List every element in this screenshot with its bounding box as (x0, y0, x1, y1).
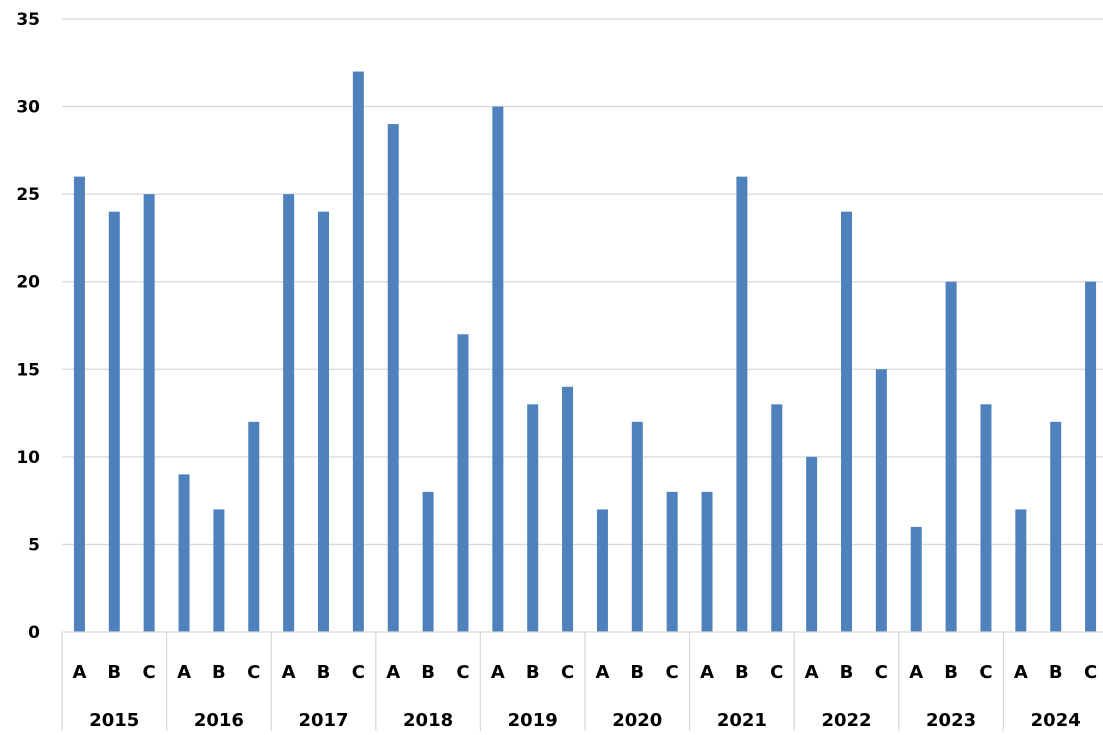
bar-2020-C (666, 491, 678, 632)
x-category-label: C (352, 662, 365, 683)
x-category-label: A (595, 662, 609, 683)
x-category-label: C (979, 662, 992, 683)
bar-2022-C (875, 369, 887, 632)
y-tick-label: 35 (16, 10, 40, 30)
x-group-label: 2015 (89, 710, 139, 731)
y-tick-label: 15 (16, 360, 40, 380)
y-axis-tick-labels: 0 5 10 15 20 25 30 35 (16, 10, 40, 643)
bar-2015-A (73, 176, 85, 632)
bar-2021-C (771, 404, 783, 632)
bar-2023-A (910, 526, 922, 632)
y-tick-label: 10 (16, 448, 40, 468)
x-group-label: 2020 (612, 710, 662, 731)
x-category-label: B (630, 662, 644, 683)
gridlines (62, 18, 1103, 546)
x-category-label: C (561, 662, 574, 683)
x-category-label: A (282, 662, 296, 683)
bar-2021-A (701, 491, 713, 632)
x-group-label: 2024 (1031, 710, 1081, 731)
x-group-label: 2018 (403, 710, 453, 731)
x-category-label: C (1084, 662, 1097, 683)
x-category-label: B (212, 662, 226, 683)
x-category-label: A (700, 662, 714, 683)
x-category-label: C (875, 662, 888, 683)
x-category-label: A (491, 662, 505, 683)
x-category-label: A (909, 662, 923, 683)
x-category-label: C (456, 662, 469, 683)
x-category-label: B (526, 662, 540, 683)
x-group-label: 2016 (194, 710, 244, 731)
bar-2024-B (1050, 421, 1062, 632)
x-category-label: B (944, 662, 958, 683)
x-category-label: A (805, 662, 819, 683)
x-group-label: 2023 (926, 710, 976, 731)
y-tick-label: 20 (16, 273, 40, 293)
bar-2019-B (527, 404, 539, 632)
bar-2016-A (178, 474, 190, 632)
bars (73, 71, 1097, 633)
x-category-label: B (1049, 662, 1063, 683)
bar-2015-B (108, 211, 120, 632)
x-category-label: B (421, 662, 435, 683)
bar-2022-B (841, 211, 852, 632)
bar-2019-A (492, 106, 504, 633)
x-category-label: A (1014, 662, 1028, 683)
bar-2023-C (980, 404, 992, 632)
x-category-label: B (317, 662, 331, 683)
bar-2017-A (283, 194, 295, 632)
x-group-label: 2021 (717, 710, 767, 731)
x-group-label: 2022 (821, 710, 871, 731)
bar-2018-B (422, 491, 434, 632)
bar-2024-A (1015, 509, 1027, 632)
x-category-label: C (247, 662, 260, 683)
x-category-label: C (770, 662, 783, 683)
bar-2018-C (457, 334, 469, 632)
bar-2024-C (1085, 281, 1097, 632)
bar-2016-B (213, 509, 225, 632)
bar-2019-C (562, 386, 574, 632)
x-category-label: C (143, 662, 156, 683)
bar-2021-B (736, 176, 748, 632)
bar-2023-B (945, 281, 957, 632)
bar-2017-C (352, 71, 364, 633)
bar-2015-C (143, 194, 155, 632)
y-tick-label: 30 (16, 98, 40, 118)
bar-2022-A (806, 456, 818, 632)
bar-2016-C (248, 421, 260, 632)
y-tick-label: 25 (16, 185, 40, 205)
bar-2017-B (318, 211, 329, 632)
y-tick-label: 5 (28, 535, 40, 555)
y-tick-label: 0 (28, 623, 40, 643)
x-category-label: B (840, 662, 854, 683)
x-group-label: 2019 (508, 710, 558, 731)
x-category-label: B (735, 662, 749, 683)
x-category-label: A (72, 662, 86, 683)
x-category-label: B (107, 662, 121, 683)
bar-2020-B (631, 421, 643, 632)
bar-2018-A (387, 124, 399, 632)
x-category-label: C (666, 662, 679, 683)
x-category-label: A (386, 662, 400, 683)
x-category-label: A (177, 662, 191, 683)
bar-2020-A (596, 509, 608, 632)
x-group-label: 2017 (298, 710, 348, 731)
x-axis (61, 631, 1103, 731)
